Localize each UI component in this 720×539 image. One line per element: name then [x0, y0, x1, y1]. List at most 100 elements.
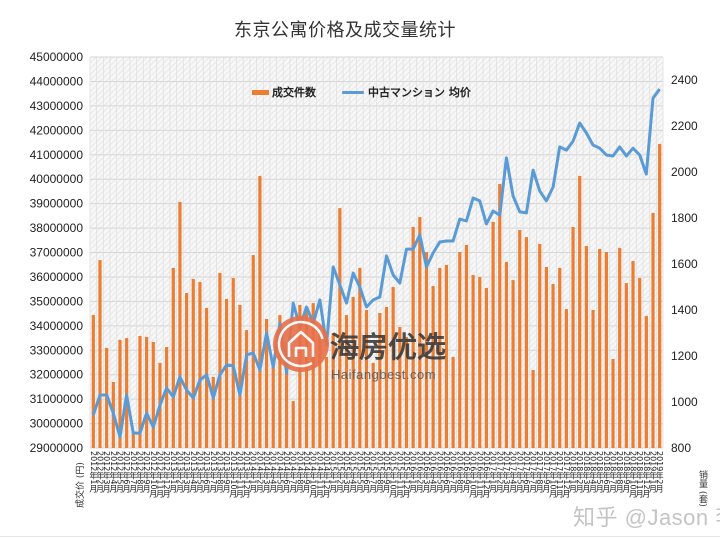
bar: [418, 217, 422, 448]
bar: [318, 333, 322, 448]
left-tick-label: 40000000: [30, 172, 84, 186]
logo-subtext: Haifangbest.com: [331, 367, 436, 382]
bar: [98, 260, 102, 448]
x-tick-label: 2019年1月: [648, 451, 658, 493]
x-tick-label: 2018年8月: [615, 451, 625, 493]
bar: [604, 252, 608, 448]
bar: [298, 304, 302, 448]
x-tick-label: 2019年2月: [655, 451, 665, 493]
x-tick-label: 2017年4月: [508, 451, 518, 493]
x-tick-label: 2012年6月: [122, 451, 132, 493]
bar: [91, 315, 95, 448]
x-tick-label: 2014年10月: [308, 451, 318, 498]
orange-bar-swatch-icon: [252, 89, 269, 95]
x-tick-label: 2016年2月: [415, 451, 425, 493]
bar: [438, 267, 442, 448]
bar: [658, 143, 662, 448]
left-tick-label: 38000000: [30, 221, 84, 235]
left-tick-label: 42000000: [30, 123, 84, 137]
bar: [531, 370, 535, 448]
chart-title: 东京公寓价格及成交量统计: [234, 20, 456, 41]
x-tick-label: 2016年8月: [455, 451, 465, 493]
bar: [558, 267, 562, 448]
bar: [338, 208, 342, 448]
x-tick-label: 2013年5月: [195, 451, 205, 493]
x-tick-label: 2014年7月: [288, 451, 298, 493]
x-tick-label: 2015年2月: [335, 451, 345, 493]
left-tick-label: 29000000: [30, 441, 84, 455]
line-series-avg-price: [91, 88, 661, 439]
x-tick-label: 2013年10月: [228, 451, 238, 498]
bar: [185, 292, 189, 448]
bar: [171, 267, 175, 448]
bar: [638, 278, 642, 448]
legend-label-avg-price: 中古マンション 均价: [368, 86, 471, 99]
left-tick-label: 31000000: [30, 392, 84, 406]
x-tick-label: 2018年6月: [601, 451, 611, 493]
bar: [504, 261, 509, 448]
bar: [411, 226, 415, 448]
bar: [564, 309, 568, 448]
left-axis-title: 成交价 (円): [76, 462, 86, 508]
x-tick-label: 2017年9月: [541, 451, 551, 493]
x-tick-label: 2012年7月: [128, 451, 138, 493]
bar: [344, 315, 349, 448]
left-tick-label: 44000000: [30, 74, 84, 88]
x-tick-label: 2012年10月: [148, 451, 158, 498]
bar: [571, 226, 575, 448]
left-tick-label: 41000000: [30, 148, 84, 162]
x-tick-label: 2017年3月: [501, 451, 511, 493]
bar: [624, 283, 628, 448]
x-tick-label: 2012年11月: [155, 451, 165, 498]
bar: [644, 315, 648, 448]
x-tick-label: 2015年4月: [348, 451, 358, 493]
left-tick-label: 32000000: [30, 368, 84, 382]
x-tick-label: 2017年2月: [495, 451, 505, 493]
x-tick-label: 2017年5月: [515, 451, 525, 493]
x-tick-label: 2016年10月: [468, 451, 478, 498]
logo-text: 海房优选: [330, 330, 446, 364]
bar: [538, 243, 542, 448]
bar: [451, 356, 455, 448]
x-tick-label: 2012年1月: [88, 451, 98, 493]
x-tick-label: 2017年12月: [561, 451, 571, 498]
x-tick-label: 2013年9月: [222, 451, 232, 493]
bar: [151, 341, 155, 448]
bar: [444, 264, 449, 448]
bar: [211, 376, 215, 448]
x-tick-label: 2017年7月: [528, 451, 538, 493]
bar: [631, 261, 635, 448]
bottom-divider: [0, 536, 720, 537]
bar: [478, 277, 482, 448]
x-tick-label: 2015年5月: [355, 451, 365, 493]
right-tick-label: 2200: [671, 119, 698, 133]
bar: [424, 252, 429, 448]
x-tick-label: 2013年6月: [202, 451, 212, 493]
x-tick-label: 2015年11月: [395, 451, 405, 498]
bar: [491, 221, 495, 448]
x-tick-label: 2016年5月: [435, 451, 445, 493]
bar: [611, 358, 615, 448]
legend: 成交件数 中古マンション 均价: [252, 84, 497, 100]
x-tick-label: 2014年9月: [302, 451, 312, 493]
left-tick-label: 45000000: [30, 50, 84, 64]
left-tick-label: 30000000: [30, 417, 84, 431]
bar: [498, 183, 502, 448]
x-tick-label: 2012年4月: [108, 451, 118, 493]
bar: [165, 347, 169, 448]
x-tick-label: 2015年1月: [328, 451, 338, 493]
left-axis: 45000000 44000000 43000000 42000000 41000000…: [30, 50, 84, 455]
bar: [518, 229, 522, 448]
x-tick-label: 2018年11月: [635, 451, 645, 498]
x-tick-label: 2016年12月: [481, 451, 491, 498]
bar: [458, 252, 462, 448]
x-tick-label: 2014年11月: [315, 451, 325, 498]
x-tick-label: 2016年9月: [461, 451, 471, 493]
bar: [198, 281, 202, 448]
x-tick-label: 2015年8月: [375, 451, 385, 493]
x-tick-label: 2012年8月: [135, 451, 145, 493]
right-tick-label: 1800: [671, 211, 698, 225]
x-tick-label: 2015年6月: [362, 451, 371, 493]
x-tick-label: 2018年1月: [568, 451, 578, 493]
x-axis-labels: 2012年1月 2012年2月 2012年3月 2012年4月 2012年5月 2012年…: [0, 451, 720, 506]
